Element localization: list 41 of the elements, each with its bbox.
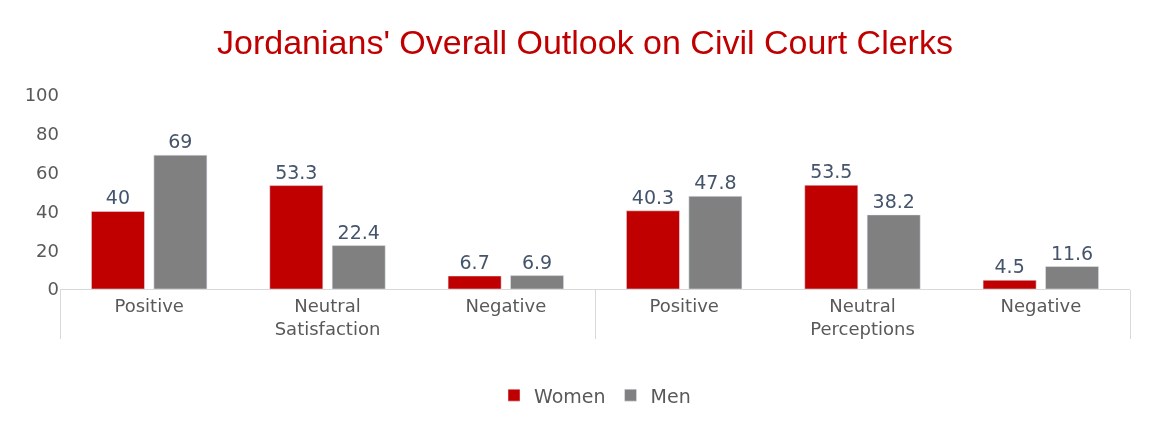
bar — [626, 210, 680, 289]
data-label: 22.4 — [337, 220, 380, 243]
data-label: 47.8 — [694, 171, 737, 194]
bar — [269, 185, 324, 289]
x-tick-label: Neutral — [294, 294, 361, 316]
x-tick-label: Positive — [114, 294, 184, 316]
bar — [510, 275, 564, 289]
data-label: 6.7 — [459, 251, 490, 273]
text: Perceptions — [810, 317, 915, 339]
x-tick-label: Negative — [465, 294, 547, 316]
data-label: 69 — [168, 130, 193, 153]
y-tick-label: 100 — [24, 84, 59, 106]
bar — [153, 154, 208, 289]
bar — [688, 196, 743, 289]
y-tick-label: 80 — [36, 123, 59, 145]
data-label: 40 — [105, 186, 131, 209]
data-label: 6.9 — [521, 250, 553, 273]
data-label: 40.3 — [631, 185, 675, 208]
data-label: 38.2 — [872, 189, 915, 212]
data-label: 11.6 — [1050, 241, 1094, 264]
chart-title: Jordanians' Overall Outlook on Civil Court Clerks — [217, 22, 953, 61]
bar — [804, 184, 859, 289]
data-label: 53.3 — [275, 160, 318, 183]
bar — [331, 245, 386, 289]
bar — [982, 280, 1037, 289]
y-tick-label: 20 — [36, 239, 59, 261]
bar — [91, 211, 145, 289]
x-tick-label: Negative — [1000, 294, 1082, 316]
y-tick-label: 0 — [47, 278, 59, 300]
bar — [1045, 266, 1099, 289]
x-tick-label: Positive — [649, 294, 719, 316]
bar — [447, 275, 502, 289]
y-tick-label: 60 — [36, 161, 59, 183]
data-label: 53.5 — [810, 160, 853, 183]
legend-label: Women — [534, 384, 606, 407]
text: Satisfaction — [274, 317, 381, 339]
y-tick-label: 40 — [36, 200, 59, 222]
x-tick-label: Neutral — [829, 294, 896, 316]
bar — [866, 214, 921, 289]
legend-label: Men — [650, 384, 691, 407]
data-label: 4.5 — [994, 255, 1025, 278]
